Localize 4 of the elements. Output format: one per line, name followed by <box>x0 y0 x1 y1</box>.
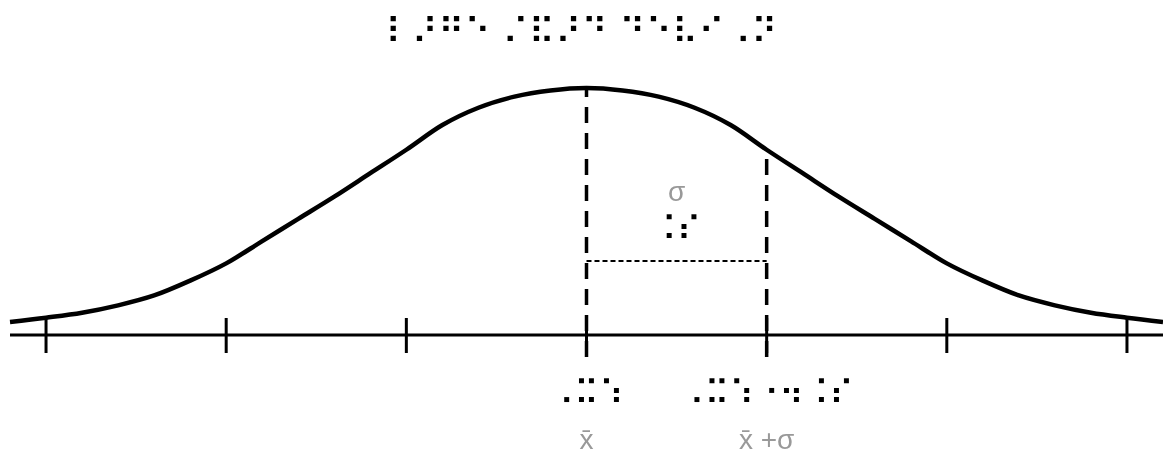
annotation: σ ⠨⠎ <box>651 176 702 249</box>
x-tick-label: ⠠⠭⠱⠐⠲⠨⠎ x̄ +σ <box>679 373 854 455</box>
x-tick-label: ⠠⠭⠱ x̄ <box>549 373 624 455</box>
chart-title: ⠇⠜⠛⠑ ⠌⠯⠜⠙ ⠙⠑⠧⠊⠠⠝ <box>385 11 778 52</box>
